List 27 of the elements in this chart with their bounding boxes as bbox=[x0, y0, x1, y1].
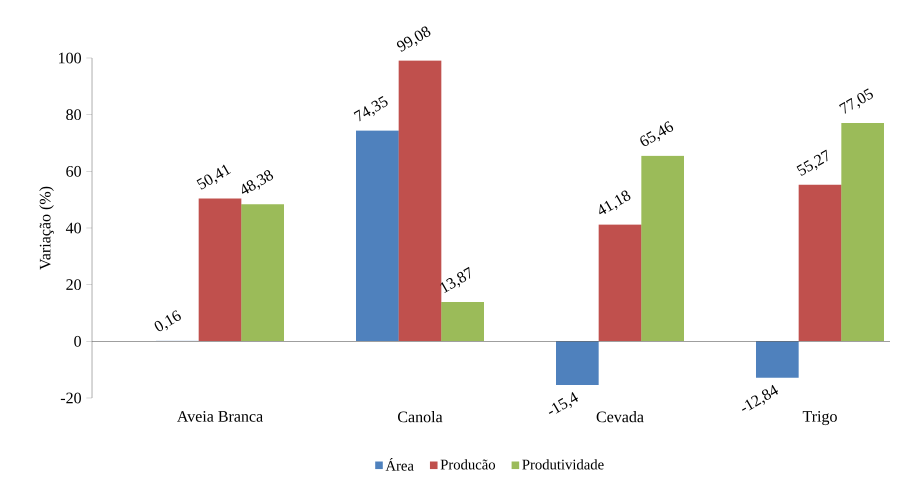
data-label: 74,35 bbox=[354, 96, 388, 122]
data-label: 48,38 bbox=[242, 170, 274, 194]
data-label: 41,18 bbox=[599, 190, 630, 214]
data-label: 50,41 bbox=[196, 164, 232, 190]
x-tick-label: Aveia Branca bbox=[176, 411, 263, 422]
x-tick-label: Trigo bbox=[802, 411, 837, 426]
data-label: 0,16 bbox=[154, 310, 181, 332]
data-label: 13,87 bbox=[440, 266, 470, 294]
y-tick-label: 40 bbox=[66, 222, 81, 234]
y-tick-label: -20 bbox=[60, 392, 81, 404]
legend-label: Produtividade bbox=[522, 459, 604, 470]
data-label: -15,4 bbox=[548, 392, 578, 414]
x-tick-label: Canola bbox=[398, 411, 442, 422]
data-label: 55,27 bbox=[796, 150, 828, 176]
y-tick-label: 60 bbox=[66, 166, 81, 177]
y-tick-label: 0 bbox=[74, 336, 81, 347]
y-axis-title: Variação (%) bbox=[39, 186, 54, 270]
data-label: -12,84 bbox=[742, 384, 778, 411]
data-label: 65,46 bbox=[640, 121, 674, 146]
y-tick-label: 100 bbox=[59, 52, 81, 64]
data-label: 77,05 bbox=[839, 88, 873, 114]
legend-label: Producão bbox=[440, 459, 496, 470]
legend-label: Área bbox=[386, 458, 414, 471]
data-label: 99,08 bbox=[396, 26, 430, 52]
y-tick-label: 20 bbox=[66, 279, 81, 290]
x-tick-label: Cevada bbox=[596, 411, 644, 422]
y-tick-label: 80 bbox=[66, 109, 81, 120]
